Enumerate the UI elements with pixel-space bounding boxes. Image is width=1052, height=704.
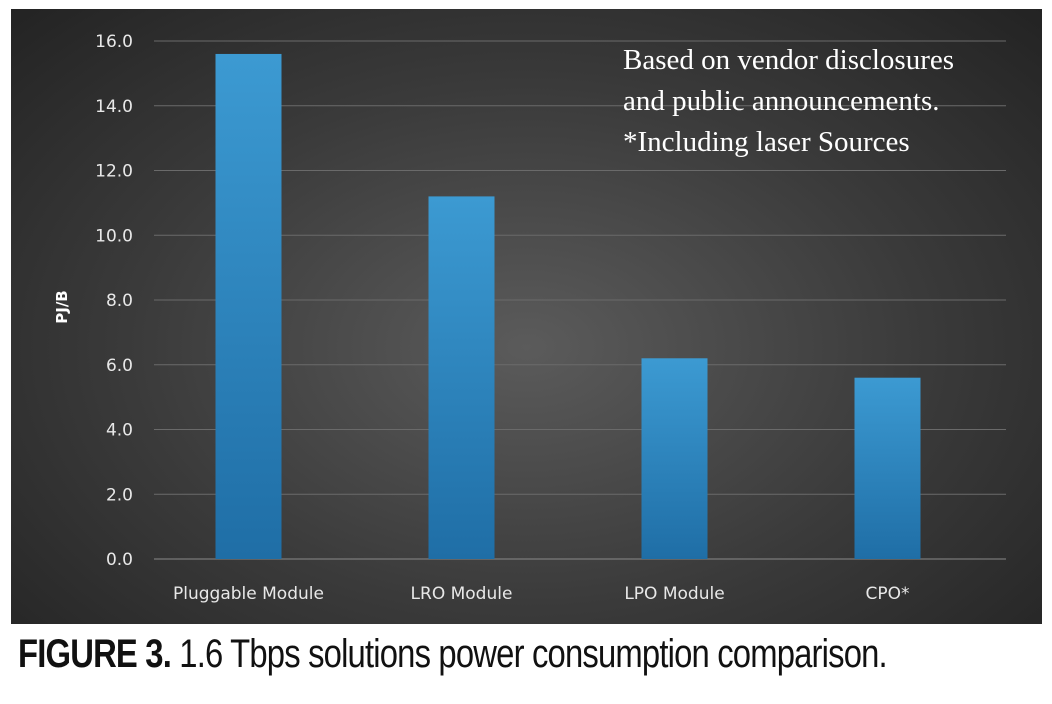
y-tick-label: 16.0 <box>95 32 133 52</box>
y-tick-label: 6.0 <box>106 356 133 376</box>
annotation-line: *Including laser Sources <box>623 126 910 158</box>
bar <box>215 53 282 559</box>
y-axis-label: PJ/B <box>53 290 71 324</box>
y-tick-label: 4.0 <box>106 421 133 441</box>
y-tick-label: 2.0 <box>106 485 133 505</box>
bars <box>215 53 921 559</box>
x-category-label: LRO Module <box>411 584 513 604</box>
x-category-label: LPO Module <box>624 584 724 604</box>
x-category-label: CPO* <box>865 584 909 604</box>
figure-caption: FIGURE 3. 1.6 Tbps solutions power consu… <box>18 632 888 677</box>
figure-caption-text: 1.6 Tbps solutions power consumption com… <box>171 632 887 676</box>
annotation-line: Based on vendor disclosures <box>623 44 955 76</box>
bar <box>854 377 921 559</box>
chart-panel: 0.0 2.0 4.0 6.0 8.0 10.0 12.0 14.0 16.0 Pluggabl… <box>11 9 1042 624</box>
annotation-line: and public announcements. <box>623 85 940 117</box>
y-tick-label: 0.0 <box>106 550 133 570</box>
gridlines <box>154 40 1006 560</box>
x-category-label: Pluggable Module <box>173 584 324 604</box>
x-axis-categories: Pluggable Module LRO Module LPO Module CPO* <box>173 584 909 604</box>
y-tick-label: 8.0 <box>106 291 133 311</box>
bar <box>641 358 708 559</box>
y-axis-ticks: 0.0 2.0 4.0 6.0 8.0 10.0 12.0 14.0 16.0 <box>95 32 133 570</box>
bar <box>428 196 495 559</box>
y-tick-label: 12.0 <box>95 162 133 182</box>
annotation-note: Based on vendor disclosures and public a… <box>623 40 954 163</box>
bar-chart: 0.0 2.0 4.0 6.0 8.0 10.0 12.0 14.0 16.0 Pluggabl… <box>53 32 1006 604</box>
y-tick-label: 14.0 <box>95 97 133 117</box>
y-tick-label: 10.0 <box>95 226 133 246</box>
figure-label: FIGURE 3. <box>18 632 172 676</box>
